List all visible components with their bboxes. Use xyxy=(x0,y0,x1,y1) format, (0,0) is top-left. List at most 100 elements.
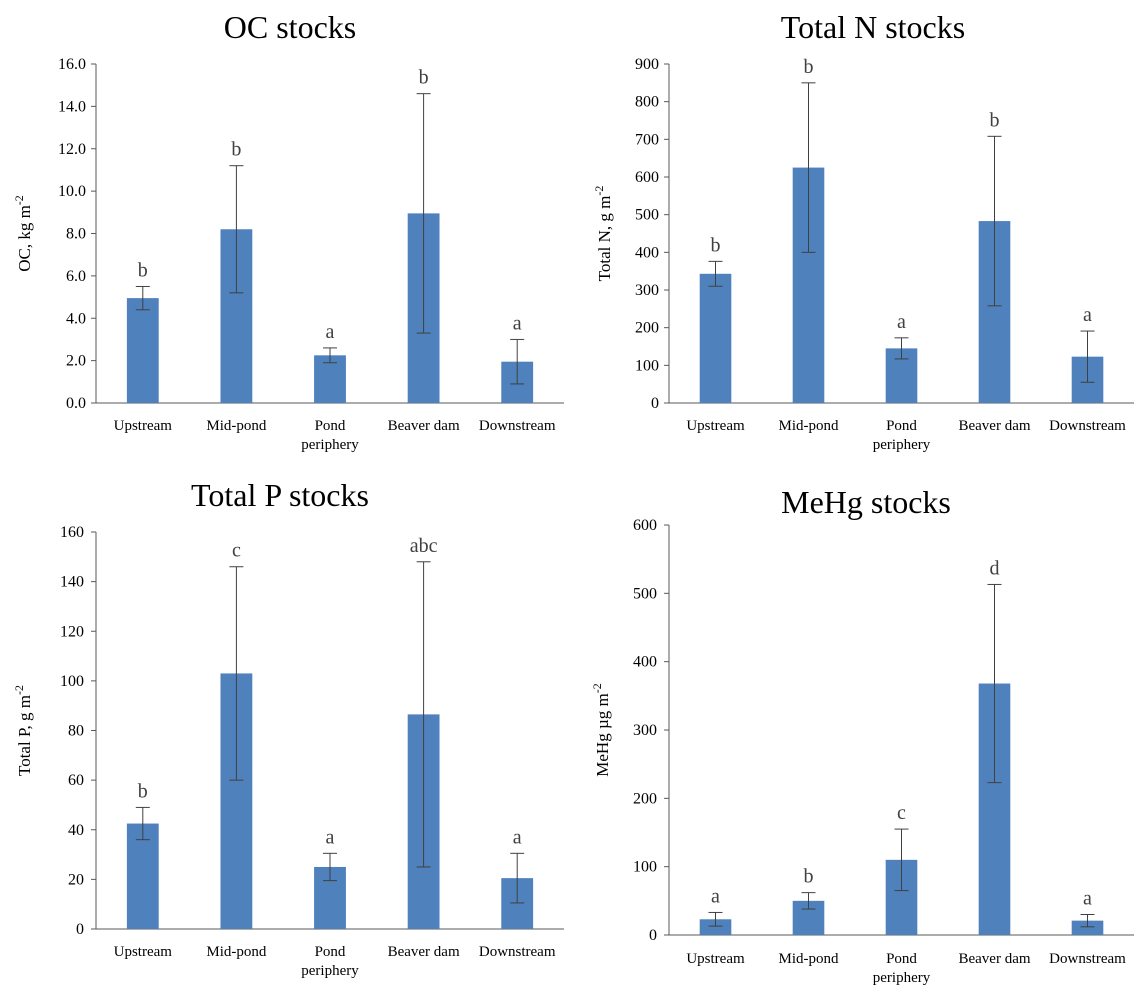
y-axis-label: Total P, g m-2 xyxy=(12,685,34,776)
category-label: Pond xyxy=(315,944,346,960)
y-axis-label-text: Total N, g m xyxy=(595,196,614,282)
significance-letter: a xyxy=(326,826,335,848)
significance-letter: a xyxy=(326,321,335,343)
y-tick-label: 12.0 xyxy=(58,141,86,158)
error-bar xyxy=(229,165,244,294)
y-tick-label: 16.0 xyxy=(58,56,86,73)
significance-letter: b xyxy=(711,234,721,256)
y-axis-label-text: OC, kg m xyxy=(15,205,34,272)
y-axis-label: OC, kg m-2 xyxy=(12,195,34,272)
y-tick-label: 140 xyxy=(60,574,84,591)
y-tick-label: 400 xyxy=(633,654,657,671)
error-bar xyxy=(510,852,525,904)
chart-title: MeHg stocks xyxy=(781,484,951,520)
category-label: Upstream xyxy=(686,418,745,434)
y-axis-label: Total N, g m-2 xyxy=(592,186,614,282)
y-tick-label: 600 xyxy=(635,169,659,186)
y-tick-label: 6.0 xyxy=(66,268,86,285)
category-label: Pond xyxy=(315,418,346,434)
significance-letter: b xyxy=(990,109,1000,131)
y-tick-label: 200 xyxy=(635,320,659,337)
y-tick-label: 700 xyxy=(635,131,659,148)
y-tick-label: 0 xyxy=(649,927,657,944)
significance-letter: a xyxy=(513,826,522,848)
significance-letter: b xyxy=(138,780,148,802)
y-tick-label: 14.0 xyxy=(58,98,86,115)
y-tick-label: 10.0 xyxy=(58,183,86,200)
category-label: periphery xyxy=(301,963,359,979)
y-tick-label: 500 xyxy=(633,585,657,602)
y-tick-label: 200 xyxy=(633,790,657,807)
bar xyxy=(126,298,159,403)
category-label: Downstream xyxy=(1049,951,1126,967)
y-tick-label: 120 xyxy=(60,623,84,640)
y-tick-label: 0 xyxy=(76,921,84,938)
significance-letter: b xyxy=(804,866,814,888)
chart-2: Total N stocks Total N, g m-2 0 100 200 300 40… xyxy=(592,9,1134,453)
y-tick-label: 8.0 xyxy=(66,226,86,243)
chart-title: Total N stocks xyxy=(781,9,965,45)
y-tick-label: 300 xyxy=(633,722,657,739)
error-bar xyxy=(801,892,816,910)
category-label: Upstream xyxy=(686,951,745,967)
significance-letter: b xyxy=(231,139,241,161)
significance-letter: a xyxy=(513,312,522,334)
category-label: Upstream xyxy=(114,418,173,434)
chart-3: Total P stocks Total P, g m-2 0 20 40 60 80 100… xyxy=(12,477,564,979)
significance-letter: c xyxy=(897,802,906,824)
chart-1: OC stocks OC, kg m-2 0.0 2.0 4.0 6.0 8.0 10.0 12… xyxy=(12,9,564,453)
y-tick-label: 2.0 xyxy=(66,353,86,370)
category-label: periphery xyxy=(873,437,931,453)
significance-letter: a xyxy=(1083,304,1092,326)
error-bar xyxy=(708,260,723,287)
chart-4: MeHg stocks MeHg µg m-2 0 100 200 300 400 500 60… xyxy=(590,484,1134,986)
error-bar xyxy=(416,561,431,868)
y-tick-label: 0 xyxy=(651,395,659,412)
significance-letter: abc xyxy=(410,535,438,557)
category-label: Mid-pond xyxy=(206,418,267,434)
chart-title: Total P stocks xyxy=(191,477,369,513)
category-label: Downstream xyxy=(479,944,556,960)
error-bar xyxy=(135,806,150,841)
error-bar xyxy=(1080,914,1095,928)
y-tick-label: 4.0 xyxy=(66,310,86,327)
y-tick-label: 100 xyxy=(635,357,659,374)
y-tick-label: 60 xyxy=(68,772,84,789)
category-label: Beaver dam xyxy=(388,944,460,960)
y-tick-label: 100 xyxy=(60,673,84,690)
error-bar xyxy=(323,852,337,882)
significance-letter: b xyxy=(804,56,814,78)
category-label: Mid-pond xyxy=(206,944,267,960)
error-bar xyxy=(987,583,1002,784)
significance-letter: c xyxy=(232,540,241,562)
category-label: Beaver dam xyxy=(958,418,1030,434)
bar xyxy=(314,355,346,403)
y-tick-label: 0.0 xyxy=(66,395,86,412)
bar xyxy=(699,273,732,403)
y-tick-label: 100 xyxy=(633,859,657,876)
y-tick-label: 800 xyxy=(635,94,659,111)
category-label: Pond xyxy=(886,418,917,434)
y-axis-label-superscript: -2 xyxy=(590,683,604,693)
error-bar xyxy=(894,337,909,360)
significance-letter: a xyxy=(897,311,906,333)
y-tick-label: 500 xyxy=(635,207,659,224)
category-label: Mid-pond xyxy=(779,951,840,967)
significance-letter: a xyxy=(711,885,720,907)
error-bar xyxy=(1080,330,1095,383)
significance-letter: b xyxy=(419,67,429,89)
significance-letter: d xyxy=(990,557,1000,579)
category-label: Downstream xyxy=(1049,418,1126,434)
category-label: Upstream xyxy=(114,944,173,960)
category-label: Downstream xyxy=(479,418,556,434)
category-label: Pond xyxy=(886,951,917,967)
category-label: periphery xyxy=(301,437,359,453)
y-axis-label-superscript: -2 xyxy=(12,685,26,695)
y-axis-label-text: MeHg µg m xyxy=(593,693,612,776)
error-bar xyxy=(894,828,909,892)
bar xyxy=(699,919,732,935)
error-bar xyxy=(510,338,525,385)
y-tick-label: 40 xyxy=(68,822,84,839)
y-tick-label: 400 xyxy=(635,244,659,261)
